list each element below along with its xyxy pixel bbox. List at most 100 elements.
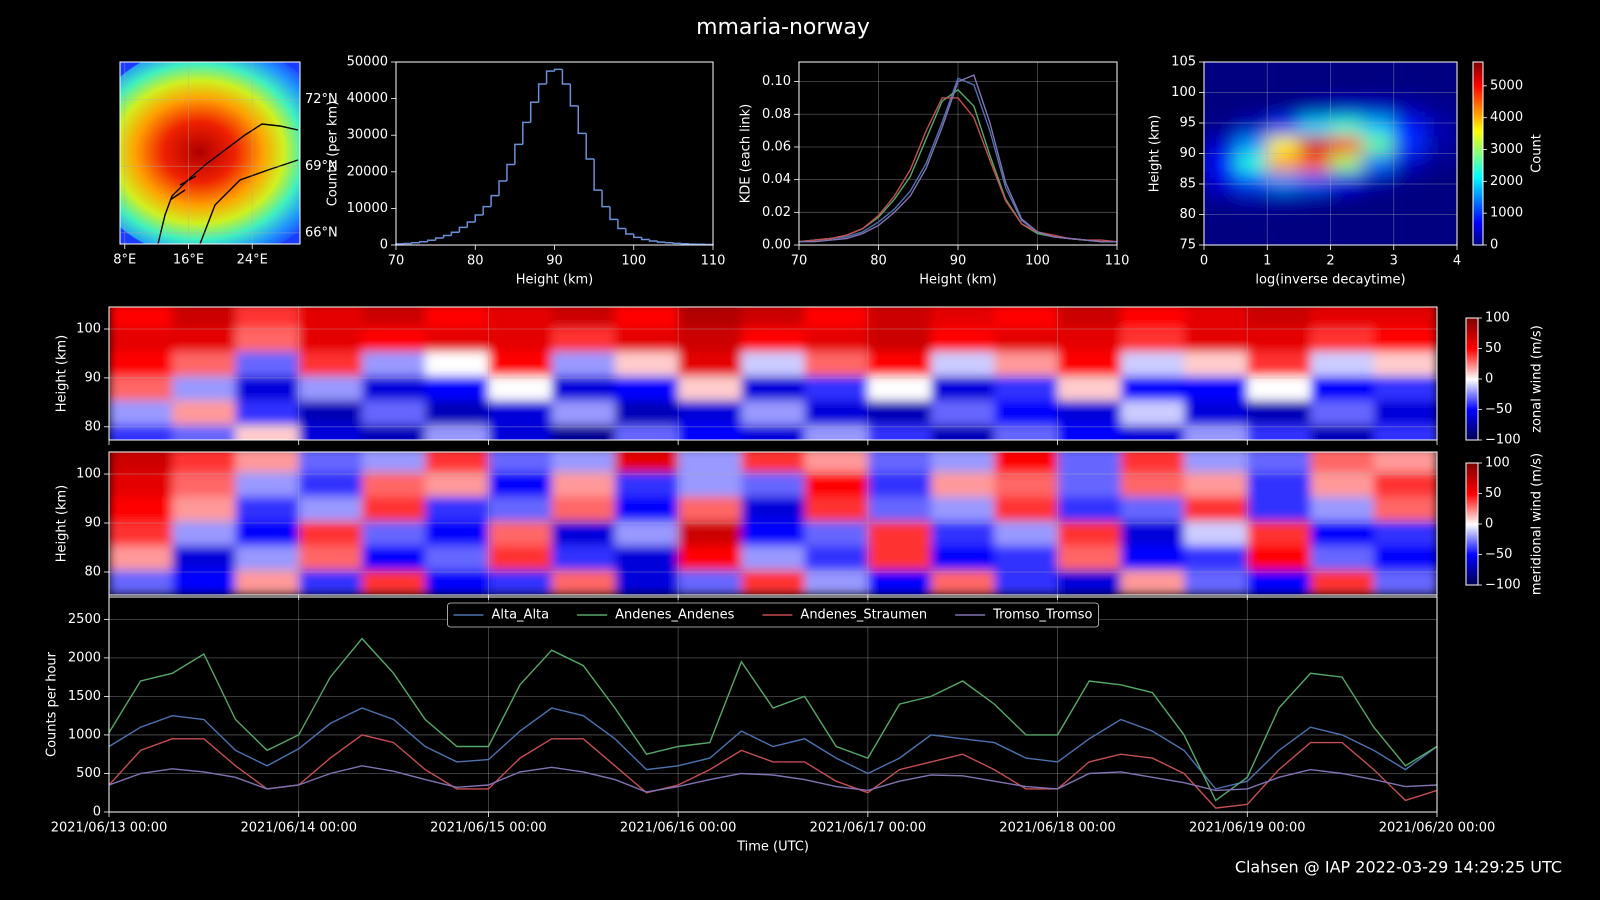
heatmap-cell bbox=[1267, 135, 1300, 155]
colorbar-segment bbox=[1466, 330, 1478, 333]
colorbar-segment bbox=[1473, 121, 1483, 125]
legend-label: Andenes_Andenes bbox=[615, 608, 735, 623]
heatmap-cell bbox=[488, 424, 553, 440]
colorbar-segment bbox=[1466, 545, 1478, 548]
heatmap-cell bbox=[109, 520, 173, 546]
heatmap-cell bbox=[1373, 452, 1437, 473]
colorbar-segment bbox=[1466, 569, 1478, 572]
heatmap-cell bbox=[741, 326, 806, 352]
heatmap-cell bbox=[235, 375, 300, 401]
heatmap-cell bbox=[804, 545, 869, 571]
histogram-step bbox=[506, 163, 515, 181]
heatmap-cell bbox=[1373, 496, 1437, 522]
colorbar-segment bbox=[1473, 75, 1483, 79]
colorbar-segment bbox=[1466, 435, 1478, 438]
heatmap-cell bbox=[1120, 471, 1185, 497]
x-tick-label: 90 bbox=[950, 254, 967, 269]
colorbar-tick-label: 4000 bbox=[1490, 110, 1523, 125]
plot-frame bbox=[798, 61, 1118, 246]
colorbar-segment bbox=[1466, 360, 1478, 363]
colorbar-segment bbox=[1466, 363, 1478, 366]
heatmap-cell bbox=[678, 375, 742, 401]
colorbar-segment bbox=[1466, 563, 1478, 566]
colorbar-tick-label: 5000 bbox=[1490, 78, 1523, 93]
x-tick-label: 3 bbox=[1390, 254, 1398, 269]
heatmap-cell bbox=[1247, 307, 1312, 328]
colorbar-segment bbox=[1466, 546, 1478, 549]
histogram-step bbox=[561, 69, 571, 85]
colorbar-segment bbox=[1466, 540, 1478, 543]
heatmap-cell bbox=[1057, 307, 1122, 328]
colorbar-segment bbox=[1473, 119, 1483, 122]
colorbar-segment bbox=[1466, 514, 1478, 517]
colorbar-segment bbox=[1473, 112, 1483, 116]
colorbar-segment bbox=[1466, 379, 1478, 382]
colorbar-segment bbox=[1473, 231, 1483, 235]
colorbar-segment bbox=[1473, 94, 1483, 97]
colorbar-segment bbox=[1466, 327, 1478, 330]
heatmap-cell bbox=[804, 307, 869, 328]
heatmap-cell bbox=[172, 520, 237, 546]
colorbar-segment bbox=[1473, 103, 1483, 106]
heatmap-cell bbox=[235, 326, 300, 352]
heatmap-cell bbox=[1310, 496, 1375, 522]
colorbar-segment bbox=[1473, 84, 1483, 88]
colorbar-tick-label: −100 bbox=[1485, 433, 1521, 448]
colorbar-segment bbox=[1473, 96, 1483, 100]
heatmap-cell bbox=[994, 307, 1059, 328]
heatmap-cell bbox=[678, 424, 742, 440]
colorbar-segment bbox=[1473, 139, 1483, 143]
colorbar-segment bbox=[1466, 403, 1478, 406]
colorbar-segment bbox=[1473, 148, 1483, 152]
histogram-step bbox=[419, 240, 428, 243]
colorbar-segment bbox=[1466, 542, 1478, 545]
colorbar-segment bbox=[1466, 505, 1478, 508]
heatmap-cell bbox=[488, 326, 553, 352]
colorbar-segment bbox=[1466, 380, 1478, 383]
heatmap-cell bbox=[804, 424, 869, 440]
heatmap-cell bbox=[1425, 208, 1457, 228]
heatmap-cell bbox=[1330, 80, 1363, 100]
heatmap-cell bbox=[1425, 226, 1457, 245]
heatmap-cell bbox=[804, 375, 869, 401]
heatmap-cell bbox=[1310, 351, 1375, 377]
heatmap-cell bbox=[1057, 399, 1122, 425]
heatmap-cell bbox=[867, 326, 932, 352]
heatmap-cell bbox=[361, 424, 426, 440]
heatmap-cell bbox=[1235, 171, 1268, 191]
heatmap-cell bbox=[1310, 326, 1375, 352]
heatmap-cell bbox=[614, 496, 679, 522]
heatmap-cell bbox=[488, 399, 553, 425]
heatmap-cell bbox=[1310, 520, 1375, 546]
plot-frame bbox=[395, 61, 714, 246]
heatmap-cell bbox=[172, 399, 237, 425]
heatmap-cell bbox=[1362, 208, 1395, 228]
colorbar-segment bbox=[1466, 498, 1478, 501]
colorbar-segment bbox=[1466, 391, 1478, 394]
histogram-step bbox=[442, 234, 452, 239]
heatmap-cell bbox=[804, 520, 869, 546]
colorbar-segment bbox=[1466, 568, 1478, 571]
colorbar-segment bbox=[1473, 238, 1483, 241]
heatmap-cell bbox=[1204, 171, 1237, 191]
heatmap-cell bbox=[741, 399, 806, 425]
y-tick-label: 75 bbox=[1179, 238, 1196, 253]
heatmap-cell bbox=[1057, 326, 1122, 352]
colorbar-segment bbox=[1473, 105, 1483, 109]
y-tick-label: 500 bbox=[76, 766, 101, 781]
colorbar-segment bbox=[1466, 359, 1478, 362]
histogram-step bbox=[537, 83, 547, 103]
y-tick-label: 90 bbox=[84, 516, 101, 531]
colorbar-segment bbox=[1466, 383, 1478, 386]
colorbar-segment bbox=[1466, 424, 1478, 427]
histogram-step bbox=[411, 242, 420, 244]
heatmap-cell bbox=[298, 326, 363, 352]
heatmap-cell bbox=[1373, 351, 1437, 377]
heatmap-cell bbox=[1393, 190, 1426, 209]
legend: Alta_Alta Andenes_Andenes Andenes_Straumen… bbox=[447, 602, 1099, 628]
histogram-step bbox=[585, 133, 595, 160]
heatmap-cell bbox=[1373, 326, 1437, 352]
heatmap-cell bbox=[1120, 569, 1185, 595]
colorbar-segment bbox=[1466, 539, 1478, 542]
heatmap-cell bbox=[298, 351, 363, 377]
